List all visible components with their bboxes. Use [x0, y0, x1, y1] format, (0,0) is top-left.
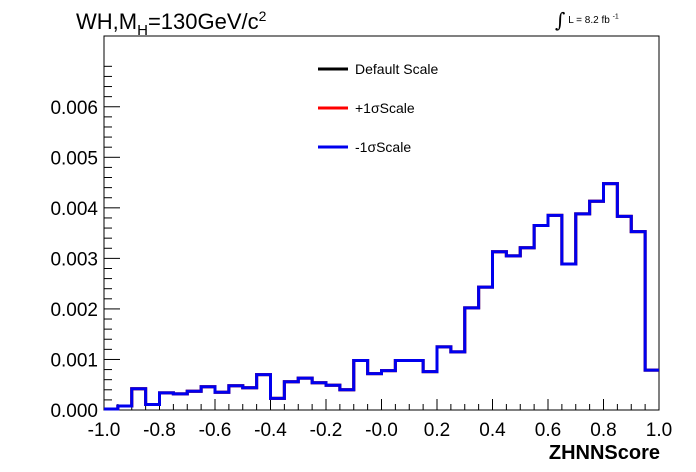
- x-axis-title: ZHNNScore: [548, 442, 660, 464]
- x-tick-label: -0.0: [365, 420, 398, 441]
- legend-label: -1σScale: [355, 139, 411, 155]
- x-tick-label: 0.8: [590, 420, 616, 441]
- title-rest: =130GeV/c: [147, 9, 259, 34]
- y-tick-label: 0.002: [50, 300, 98, 321]
- y-tick-label: 0.004: [50, 199, 98, 220]
- lumi-text: L = 8.2 fb: [568, 15, 610, 26]
- x-tick-label: -0.8: [143, 420, 176, 441]
- integral-symbol: ∫: [555, 8, 566, 32]
- series-layer: [104, 182, 659, 411]
- y-tick-label: 0.005: [50, 148, 98, 169]
- legend-label: +1σScale: [355, 100, 415, 116]
- x-tick-label: 0.6: [535, 420, 561, 441]
- x-tick-label: -0.6: [199, 420, 232, 441]
- x-tick-label: -0.2: [310, 420, 343, 441]
- series-line-2: [104, 182, 659, 411]
- chart-title: WH,MH=130GeV/c2: [76, 8, 266, 39]
- title-subscript: H: [137, 22, 148, 39]
- x-axis: -1.0 -0.8 -0.6 -0.4 -0.2 -0.0 0.2 0.4 0.6 0.8 1.0: [88, 399, 672, 441]
- legend-label: Default Scale: [355, 61, 438, 77]
- title-superscript: 2: [258, 8, 267, 24]
- y-axis: 0.000 0.001 0.002 0.003 0.004 0.005 0.006: [50, 65, 120, 422]
- x-tick-label: -0.4: [254, 420, 287, 441]
- legend: Default Scale +1σScale -1σScale: [318, 61, 438, 155]
- x-tick-label: 0.2: [424, 420, 450, 441]
- title-main: WH,M: [76, 9, 138, 34]
- y-tick-label: 0.006: [50, 98, 98, 119]
- x-tick-label: 1.0: [646, 420, 672, 441]
- x-tick-label: -1.0: [88, 420, 121, 441]
- y-tick-label: 0.003: [50, 249, 98, 270]
- x-tick-label: 0.4: [479, 420, 506, 441]
- luminosity-label: ∫ L = 8.2 fb -1: [555, 8, 619, 32]
- y-tick-label: 0.001: [50, 350, 98, 371]
- y-tick-label: 0.000: [50, 401, 98, 422]
- lumi-superscript: -1: [612, 13, 619, 21]
